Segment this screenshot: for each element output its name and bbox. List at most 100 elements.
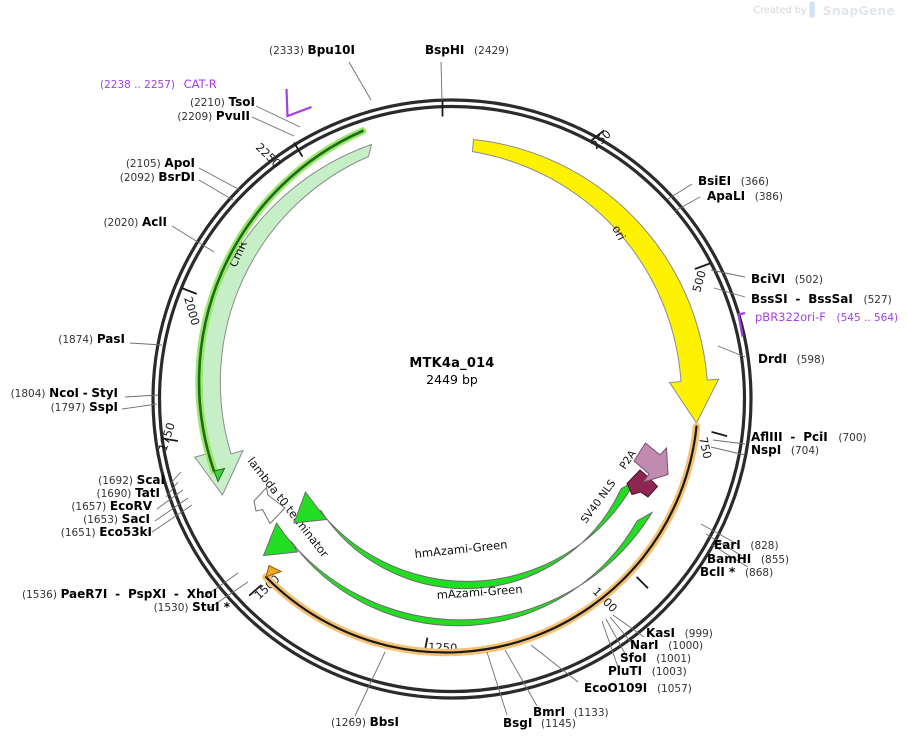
enzyme-position-tsoi: (2210) — [189, 97, 225, 109]
enzyme-position-acli: (2020) — [103, 217, 139, 229]
feature-cmr: CmR — [193, 143, 373, 496]
plasmid-name: MTK4a_014 — [409, 356, 495, 371]
enzyme-name-bcivi: BciVI — [751, 272, 786, 286]
primer-label-pbr322ori-f[interactable]: pBR322ori-F (545 .. 564) — [755, 310, 898, 324]
enzyme-name-sfoi: SfoI — [620, 651, 647, 665]
enzyme-position-pluti: (1003) — [651, 666, 687, 678]
primer-label-cat-r[interactable]: (2238 .. 2257) CAT-R — [100, 77, 275, 91]
feature-label-hmazami-green: hmAzami-Green — [414, 537, 508, 561]
enzyme-label-pluti[interactable]: PluTI (1003) — [608, 664, 687, 678]
enzyme-label-nspi[interactable]: NspI (704) — [751, 443, 819, 457]
enzyme-name-aflii: AflIII — [751, 430, 783, 444]
watermark-brand-label: SnapGene — [822, 3, 895, 18]
enzyme-name-scai: ScaI — [136, 473, 165, 487]
primer-pbr322ori-f-marker — [737, 311, 746, 337]
enzyme-label-bsgi[interactable]: BsgI (1145) — [503, 716, 576, 730]
enzyme-name-tati: TatI — [135, 486, 160, 500]
enzyme-name-bsphi: BspHI — [425, 43, 465, 57]
tick-label-500: 500 — [689, 269, 709, 294]
enzyme-position-saci: (1653) — [83, 514, 119, 526]
enzyme-label-bpu10i[interactable]: (2333) Bpu10I — [180, 43, 355, 57]
enzyme-label-bsrdi[interactable]: (2092) BsrDI — [20, 170, 195, 184]
enzyme-label-sfoi[interactable]: SfoI (1001) — [620, 651, 691, 665]
enzyme-label-pvuii[interactable]: (2209) PvuII — [60, 109, 250, 123]
enzyme-name-nari: NarI — [630, 638, 659, 652]
enzyme-name-pasi: PasI — [96, 332, 125, 346]
enzyme-name-pspxi: PspXI — [128, 587, 167, 601]
enzyme-name-bsssai: BssSaI — [808, 292, 853, 306]
enzyme-label-apoi[interactable]: (2105) ApoI — [30, 156, 195, 170]
primer-name-pbr322ori-f: pBR322ori-F — [755, 310, 826, 324]
enzyme-position-bsrdi: (2092) — [119, 172, 155, 184]
enzyme-position-pvuii: (2209) — [177, 111, 213, 123]
snapgene-watermark: Created by ▌ SnapGene — [753, 3, 895, 18]
feature-label-sv40-nls: SV40 NLS — [579, 477, 619, 526]
enzyme-position-apoi: (2105) — [125, 158, 161, 170]
enzyme-label-nari[interactable]: NarI (1000) — [630, 638, 703, 652]
enzyme-name-pvuii: PvuII — [215, 109, 250, 123]
enzyme-label-paer7i-pspxi-xhoi[interactable]: (1536) PaeR7I - PspXI - XhoI — [22, 587, 218, 601]
enzyme-label-drdi[interactable]: DrdI (598) — [758, 352, 825, 366]
enzyme-name-pluti: PluTI — [608, 664, 643, 678]
enzyme-label-bmri[interactable]: BmrI (1133) — [533, 705, 609, 719]
enzyme-name-kasi: KasI — [646, 626, 676, 640]
enzyme-name-eari: EarI — [714, 538, 741, 552]
primer-range-cat-r: (2238 .. 2257) — [100, 79, 175, 91]
enzyme-name-ecoo109i: EcoO109I — [584, 681, 648, 695]
plasmid-size: 2449 bp — [426, 372, 478, 387]
tick-label-2250: 2250 — [253, 140, 284, 170]
enzyme-position-ecoo109i: (1057) — [656, 683, 692, 695]
enzyme-name-styi: StyI — [91, 386, 118, 400]
enzyme-label-bsiei[interactable]: BsiEI (366) — [698, 174, 769, 188]
snapgene-logo-icon: ▌ — [809, 3, 820, 18]
enzyme-name-ecorv: EcoRV — [109, 499, 152, 513]
enzyme-label-stui[interactable]: (1530) StuI * — [30, 600, 230, 614]
enzyme-label-ecoo109i[interactable]: EcoO109I (1057) — [584, 681, 692, 695]
enzyme-position-bsphi: (2429) — [474, 45, 509, 57]
enzyme-position-sfoi: (1001) — [656, 653, 692, 665]
enzyme-name-stui: StuI * — [192, 600, 230, 614]
enzyme-label-bsssi-bsssai[interactable]: BssSI - BssSaI (527) — [751, 292, 892, 306]
enzyme-position-sspi: (1797) — [50, 402, 86, 414]
enzyme-label-pasi[interactable]: (1874) PasI — [0, 332, 125, 346]
enzyme-label-apali[interactable]: ApaLI (386) — [707, 189, 783, 203]
tick-label-250: 250 — [588, 127, 614, 152]
enzyme-label-tati[interactable]: (1690) TatI — [0, 486, 160, 500]
enzyme-label-eco53ki[interactable]: (1651) Eco53kI — [0, 525, 152, 539]
enzyme-name-tsoi: TsoI — [228, 95, 255, 109]
enzyme-label-acli[interactable]: (2020) AclI — [15, 215, 167, 229]
enzyme-position-bsssi: (527) — [863, 294, 892, 306]
enzyme-label-sspi[interactable]: (1797) SspI — [0, 400, 118, 414]
enzyme-name-apoi: ApoI — [164, 156, 195, 170]
enzyme-label-ncoi-styi[interactable]: (1804) NcoI - StyI — [10, 386, 118, 400]
label-leader-lines — [121, 61, 749, 717]
enzyme-position-eco53ki: (1651) — [60, 527, 96, 539]
enzyme-label-eari[interactable]: EarI (828) — [714, 538, 779, 552]
enzyme-position-bcivi: (502) — [794, 274, 824, 286]
enzyme-position-apali: (386) — [754, 191, 783, 203]
enzyme-position-stui: (1530) — [153, 602, 189, 614]
enzyme-label-bcli[interactable]: BclI * (868) — [700, 565, 773, 579]
enzyme-label-bcivi[interactable]: BciVI (502) — [751, 272, 823, 286]
enzyme-label-bamhi[interactable]: BamHI (855) — [707, 552, 789, 566]
enzyme-position-aflii: (700) — [838, 432, 867, 444]
enzyme-label-ecorv[interactable]: (1657) EcoRV — [0, 499, 152, 513]
enzyme-label-aflii-pcii[interactable]: AflIII - PciI (700) — [751, 430, 867, 444]
enzyme-position-paer7i: (1536) — [22, 589, 57, 601]
enzyme-name-apali: ApaLI — [707, 189, 746, 203]
enzyme-name-bmri: BmrI — [533, 705, 566, 719]
enzyme-name-saci: SacI — [121, 512, 150, 526]
enzyme-label-tsoi[interactable]: (2210) TsoI — [75, 95, 255, 109]
plasmid-title-block: MTK4a_014 2449 bp — [322, 356, 582, 387]
enzyme-position-bamhi: (855) — [760, 554, 790, 566]
enzyme-name-drdi: DrdI — [758, 352, 787, 366]
enzyme-label-bbsi[interactable]: (1269) BbsI — [331, 715, 399, 729]
enzyme-label-saci[interactable]: (1653) SacI — [0, 512, 150, 526]
enzyme-label-bsphi[interactable]: BspHI (2429) — [425, 43, 509, 57]
enzyme-position-bbsi: (1269) — [331, 717, 366, 729]
enzyme-label-scai[interactable]: (1692) ScaI — [0, 473, 165, 487]
enzyme-name-paer7i: PaeR7I — [60, 587, 108, 601]
enzyme-label-kasi[interactable]: KasI (999) — [646, 626, 713, 640]
